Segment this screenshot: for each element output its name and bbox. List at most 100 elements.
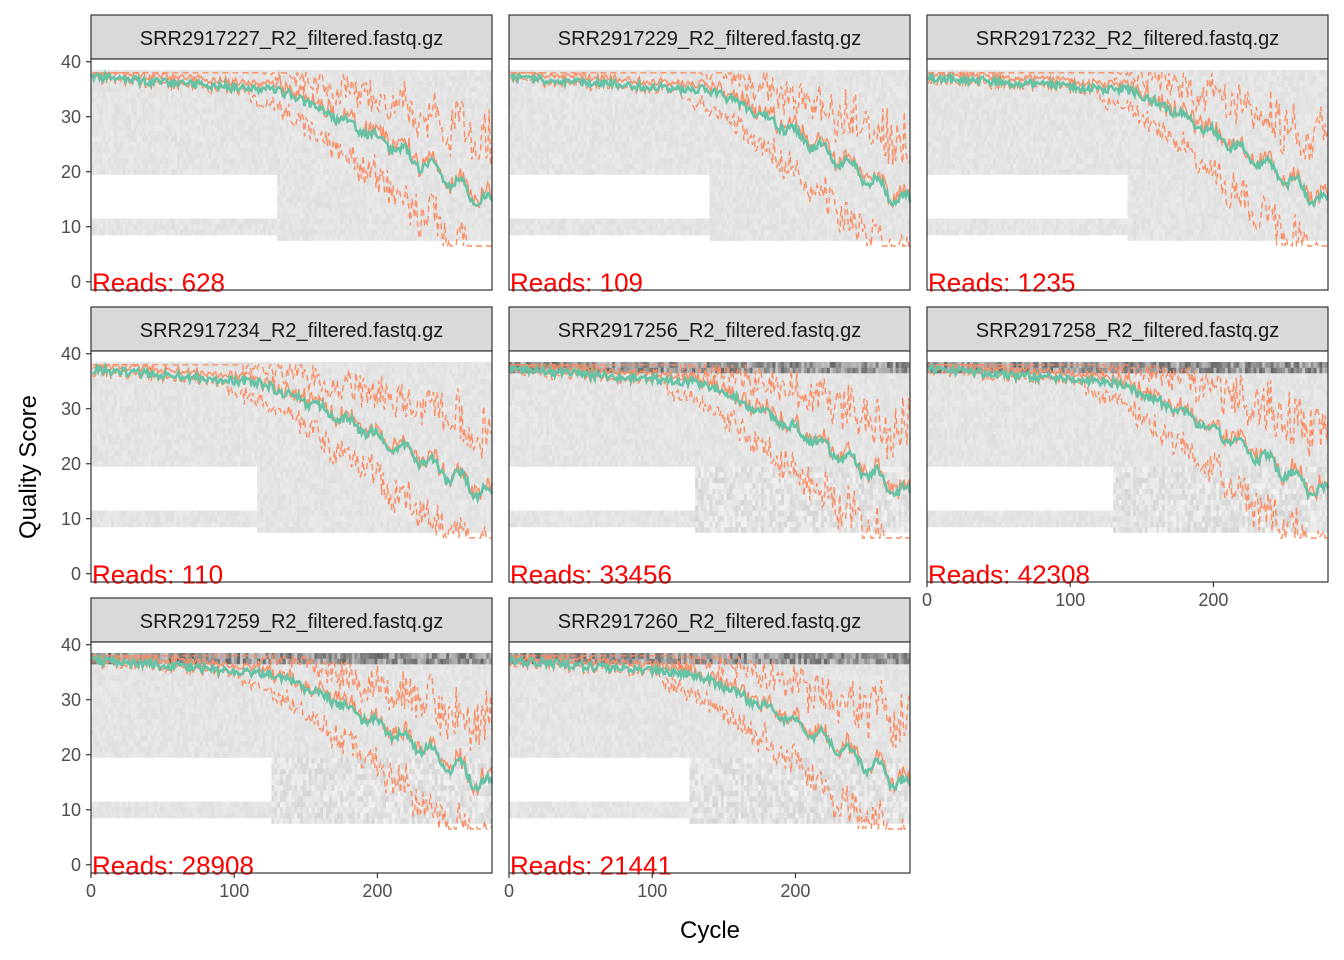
heatmap-cell [641, 224, 644, 230]
heatmap-cell [217, 103, 220, 109]
heatmap-cell [403, 120, 406, 126]
heatmap-cell [94, 136, 97, 142]
heatmap-cell [458, 87, 461, 93]
heatmap-cell [303, 164, 306, 170]
heatmap-cell [309, 202, 312, 208]
heatmap-cell [661, 109, 664, 115]
heatmap-cell [664, 103, 667, 109]
heatmap-cell [609, 164, 612, 170]
heatmap-cell [211, 114, 214, 120]
heatmap-cell [598, 164, 601, 170]
heatmap-cell [386, 70, 389, 76]
heatmap-cell [117, 81, 120, 87]
heatmap-cell [612, 114, 615, 120]
heatmap-cell [435, 136, 438, 142]
heatmap-cell [306, 180, 309, 186]
heatmap-cell [515, 219, 518, 225]
heatmap-cell [306, 230, 309, 236]
heatmap-cell [518, 164, 521, 170]
heatmap-cell [329, 175, 332, 181]
heatmap-cell [532, 125, 535, 131]
heatmap-cell [641, 230, 644, 236]
heatmap-cell [231, 224, 234, 230]
heatmap-cell [538, 103, 541, 109]
heatmap-cell [208, 76, 211, 82]
heatmap-cell [108, 224, 111, 230]
heatmap-cell [606, 136, 609, 142]
heatmap-cell [145, 230, 148, 236]
heatmap-cell [320, 180, 323, 186]
heatmap-cell [360, 147, 363, 153]
heatmap-cell [157, 219, 160, 225]
heatmap-cell [646, 76, 649, 82]
heatmap-cell [383, 147, 386, 153]
heatmap-cell [188, 125, 191, 131]
heatmap-cell [314, 208, 317, 214]
heatmap-cell [217, 125, 220, 131]
heatmap-cell [438, 202, 441, 208]
heatmap-cell [606, 219, 609, 225]
heatmap-cell [352, 142, 355, 148]
heatmap-cell [460, 125, 463, 131]
heatmap-cell [618, 120, 621, 126]
heatmap-cell [263, 158, 266, 164]
heatmap-cell [624, 224, 627, 230]
heatmap-cell [606, 230, 609, 236]
heatmap-cell [220, 153, 223, 159]
heatmap-cell [618, 158, 621, 164]
heatmap-cell [334, 153, 337, 159]
heatmap-cell [366, 230, 369, 236]
heatmap-cell [300, 142, 303, 148]
heatmap-cell [644, 103, 647, 109]
heatmap-cell [306, 219, 309, 225]
heatmap-cell [266, 224, 269, 230]
heatmap-cell [561, 92, 564, 98]
heatmap-cell [429, 175, 432, 181]
heatmap-cell [306, 175, 309, 181]
heatmap-cell [380, 109, 383, 115]
heatmap-cell [323, 153, 326, 159]
heatmap-cell [128, 114, 131, 120]
heatmap-cell [237, 153, 240, 159]
heatmap-cell [555, 164, 558, 170]
heatmap-cell [595, 120, 598, 126]
heatmap-cell [412, 136, 415, 142]
heatmap-cell [523, 158, 526, 164]
heatmap-cell [251, 131, 254, 137]
heatmap-cell [140, 98, 143, 104]
heatmap-cell [615, 92, 618, 98]
heatmap-cell [160, 147, 163, 153]
heatmap-cell [644, 142, 647, 148]
heatmap-cell [334, 202, 337, 208]
heatmap-cell [94, 230, 97, 236]
heatmap-cell [558, 153, 561, 159]
heatmap-cell [641, 92, 644, 98]
heatmap-cell [97, 169, 100, 175]
heatmap-cell [526, 109, 529, 115]
heatmap-cell [649, 103, 652, 109]
heatmap-cell [609, 120, 612, 126]
heatmap-cell [123, 87, 126, 93]
heatmap-cell [543, 114, 546, 120]
heatmap-cell [249, 70, 252, 76]
heatmap-cell [140, 169, 143, 175]
heatmap-cell [131, 169, 134, 175]
heatmap-cell [100, 158, 103, 164]
heatmap-cell [618, 164, 621, 170]
heatmap-cell [243, 153, 246, 159]
heatmap-cell [246, 158, 249, 164]
heatmap-cell [572, 131, 575, 137]
heatmap-cell [455, 158, 458, 164]
heatmap-cell [618, 219, 621, 225]
heatmap-cell [543, 169, 546, 175]
heatmap-cell [289, 153, 292, 159]
heatmap-cell [541, 169, 544, 175]
heatmap-cell [658, 219, 661, 225]
heatmap-cell [300, 202, 303, 208]
heatmap-cell [563, 142, 566, 148]
heatmap-cell [646, 114, 649, 120]
heatmap-cell [188, 109, 191, 115]
heatmap-cell [154, 158, 157, 164]
heatmap-cell [438, 98, 441, 104]
heatmap-cell [208, 224, 211, 230]
